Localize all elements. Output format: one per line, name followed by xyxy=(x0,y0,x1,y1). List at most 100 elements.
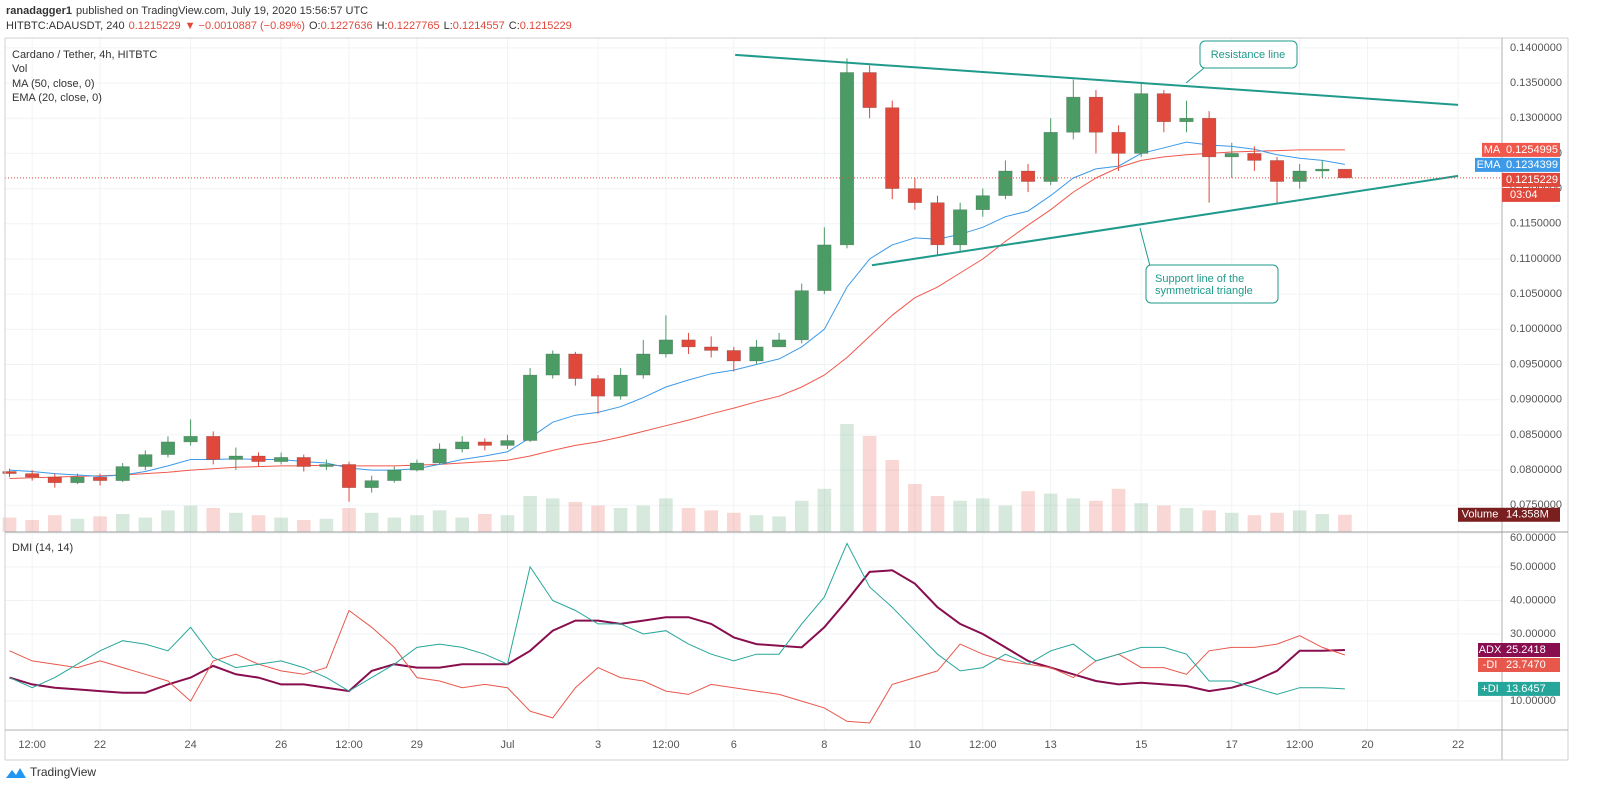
badge-name-bg xyxy=(1478,657,1502,672)
ohlc-value: 0.1227636 xyxy=(321,20,373,32)
ohlc-value: 0.1215229 xyxy=(520,20,572,32)
y-tick-label: 0.0950000 xyxy=(1510,358,1562,370)
volume-bar xyxy=(998,505,1013,532)
y-tick-label: 0.1400000 xyxy=(1510,42,1562,54)
badge-value-bg xyxy=(1502,681,1560,696)
support-callout: Support line of the symmetrical triangle xyxy=(1139,227,1279,304)
badge-value-bg xyxy=(1502,172,1560,187)
volume-bar xyxy=(1202,510,1216,532)
candle-body xyxy=(1020,170,1036,182)
candle-body xyxy=(862,72,877,108)
badge-name: Volume xyxy=(1462,509,1499,521)
candle-body xyxy=(183,435,198,443)
dmi-tick-label: 40.00000 xyxy=(1510,594,1556,606)
ohlc-label: C: xyxy=(509,20,520,32)
candle-body xyxy=(2,471,17,474)
volume-bar xyxy=(432,510,447,532)
x-tick-label: 12:00 xyxy=(652,739,680,751)
candle-body xyxy=(568,353,583,379)
volume-bar xyxy=(1270,512,1284,532)
volume-bar xyxy=(681,508,696,532)
volume-bar xyxy=(840,424,854,532)
candle-body xyxy=(590,378,606,397)
volume-bar xyxy=(1224,512,1239,532)
ohlc-label: H: xyxy=(377,20,388,32)
symbol: HITBTC:ADAUSDT, 240 xyxy=(6,20,125,32)
volume-bar xyxy=(749,515,764,532)
x-tick-label: 12:00 xyxy=(18,739,46,751)
volume-bar xyxy=(568,502,583,532)
volume-bar xyxy=(25,520,39,532)
x-tick-label: 12:00 xyxy=(969,739,997,751)
badge-name: MA xyxy=(1484,144,1501,156)
x-tick-label: 13 xyxy=(1045,739,1057,751)
volume-bar xyxy=(138,517,153,532)
candle-body xyxy=(387,469,402,481)
candle-body xyxy=(771,339,787,348)
volume-bar xyxy=(296,520,311,532)
candle-body xyxy=(500,440,515,446)
volume-bar xyxy=(930,496,945,532)
x-tick-label: 15 xyxy=(1135,739,1147,751)
badge-name: -DI xyxy=(1483,659,1498,671)
x-tick-label: 24 xyxy=(184,739,196,751)
volume-bar xyxy=(1089,500,1103,532)
candle-body xyxy=(885,107,900,189)
volume-bar xyxy=(161,510,175,532)
volume-bar xyxy=(591,505,605,532)
volume-bar xyxy=(478,514,492,532)
volume-bar xyxy=(364,512,379,532)
volume-bar xyxy=(229,512,243,532)
volume-bar xyxy=(1292,510,1307,532)
candle-body xyxy=(1088,96,1104,133)
badge-name-bg xyxy=(1478,642,1502,657)
badge-name-bg xyxy=(1458,507,1502,522)
volume-bar xyxy=(772,516,786,532)
candle-body xyxy=(341,464,357,488)
x-tick-label: 10 xyxy=(909,739,921,751)
volume-bar xyxy=(319,518,334,532)
volume-bar xyxy=(1338,514,1352,532)
y-tick-label: 0.1150000 xyxy=(1510,218,1561,230)
volume-bar xyxy=(342,508,356,532)
y-tick-label: 0.1000000 xyxy=(1510,323,1562,335)
volume-bar xyxy=(410,515,424,532)
x-tick-label: 12:00 xyxy=(1286,739,1314,751)
x-tick-label: 26 xyxy=(275,739,287,751)
volume-bar xyxy=(251,515,266,532)
volume-bar xyxy=(387,517,402,532)
ohlc-value: 0.1227765 xyxy=(388,20,440,32)
volume-bar xyxy=(500,515,515,532)
legend-ema: EMA (20, close, 0) xyxy=(12,92,102,104)
ohlc-value: 0.1214557 xyxy=(453,20,505,32)
candle-body xyxy=(228,455,243,460)
candle-body xyxy=(206,435,221,460)
y-tick-label: 0.0850000 xyxy=(1510,429,1562,441)
y-tick-label: 0.1300000 xyxy=(1510,112,1562,124)
volume-bar xyxy=(975,498,990,532)
candle-body xyxy=(545,353,560,376)
y-tick-label: 0.0800000 xyxy=(1510,464,1562,476)
candle-body xyxy=(455,441,470,450)
countdown-bg xyxy=(1502,187,1560,202)
badge-value-bg xyxy=(1502,642,1560,657)
candle-body xyxy=(658,339,673,355)
plot-area xyxy=(2,53,1502,724)
candle-body xyxy=(726,350,741,362)
price-axis-bg xyxy=(1502,38,1568,730)
volume-bar xyxy=(1134,503,1149,532)
footer-logo: TradingView xyxy=(6,765,96,779)
candle-body xyxy=(907,188,922,203)
badges: MA 0.1254995 EMA 0.1234399 0.1215229 03:04 Vol… xyxy=(1458,142,1560,696)
header-line-2: HITBTC:ADAUSDT, 240 0.1215229 ▼ −0.0010887… xyxy=(6,20,572,32)
header-line-1: ranadagger1 published on TradingView.com,… xyxy=(6,5,368,17)
volume-bar xyxy=(659,498,673,532)
last-price: 0.1215229 xyxy=(129,20,181,32)
x-tick-label: 17 xyxy=(1226,739,1238,751)
dmi-tick-label: 50.00000 xyxy=(1510,561,1556,573)
candle-body xyxy=(319,464,334,467)
y-tick-label: 0.1100000 xyxy=(1510,253,1561,265)
candle-body xyxy=(251,455,266,462)
badge-value: 0.1234399 xyxy=(1506,159,1558,171)
